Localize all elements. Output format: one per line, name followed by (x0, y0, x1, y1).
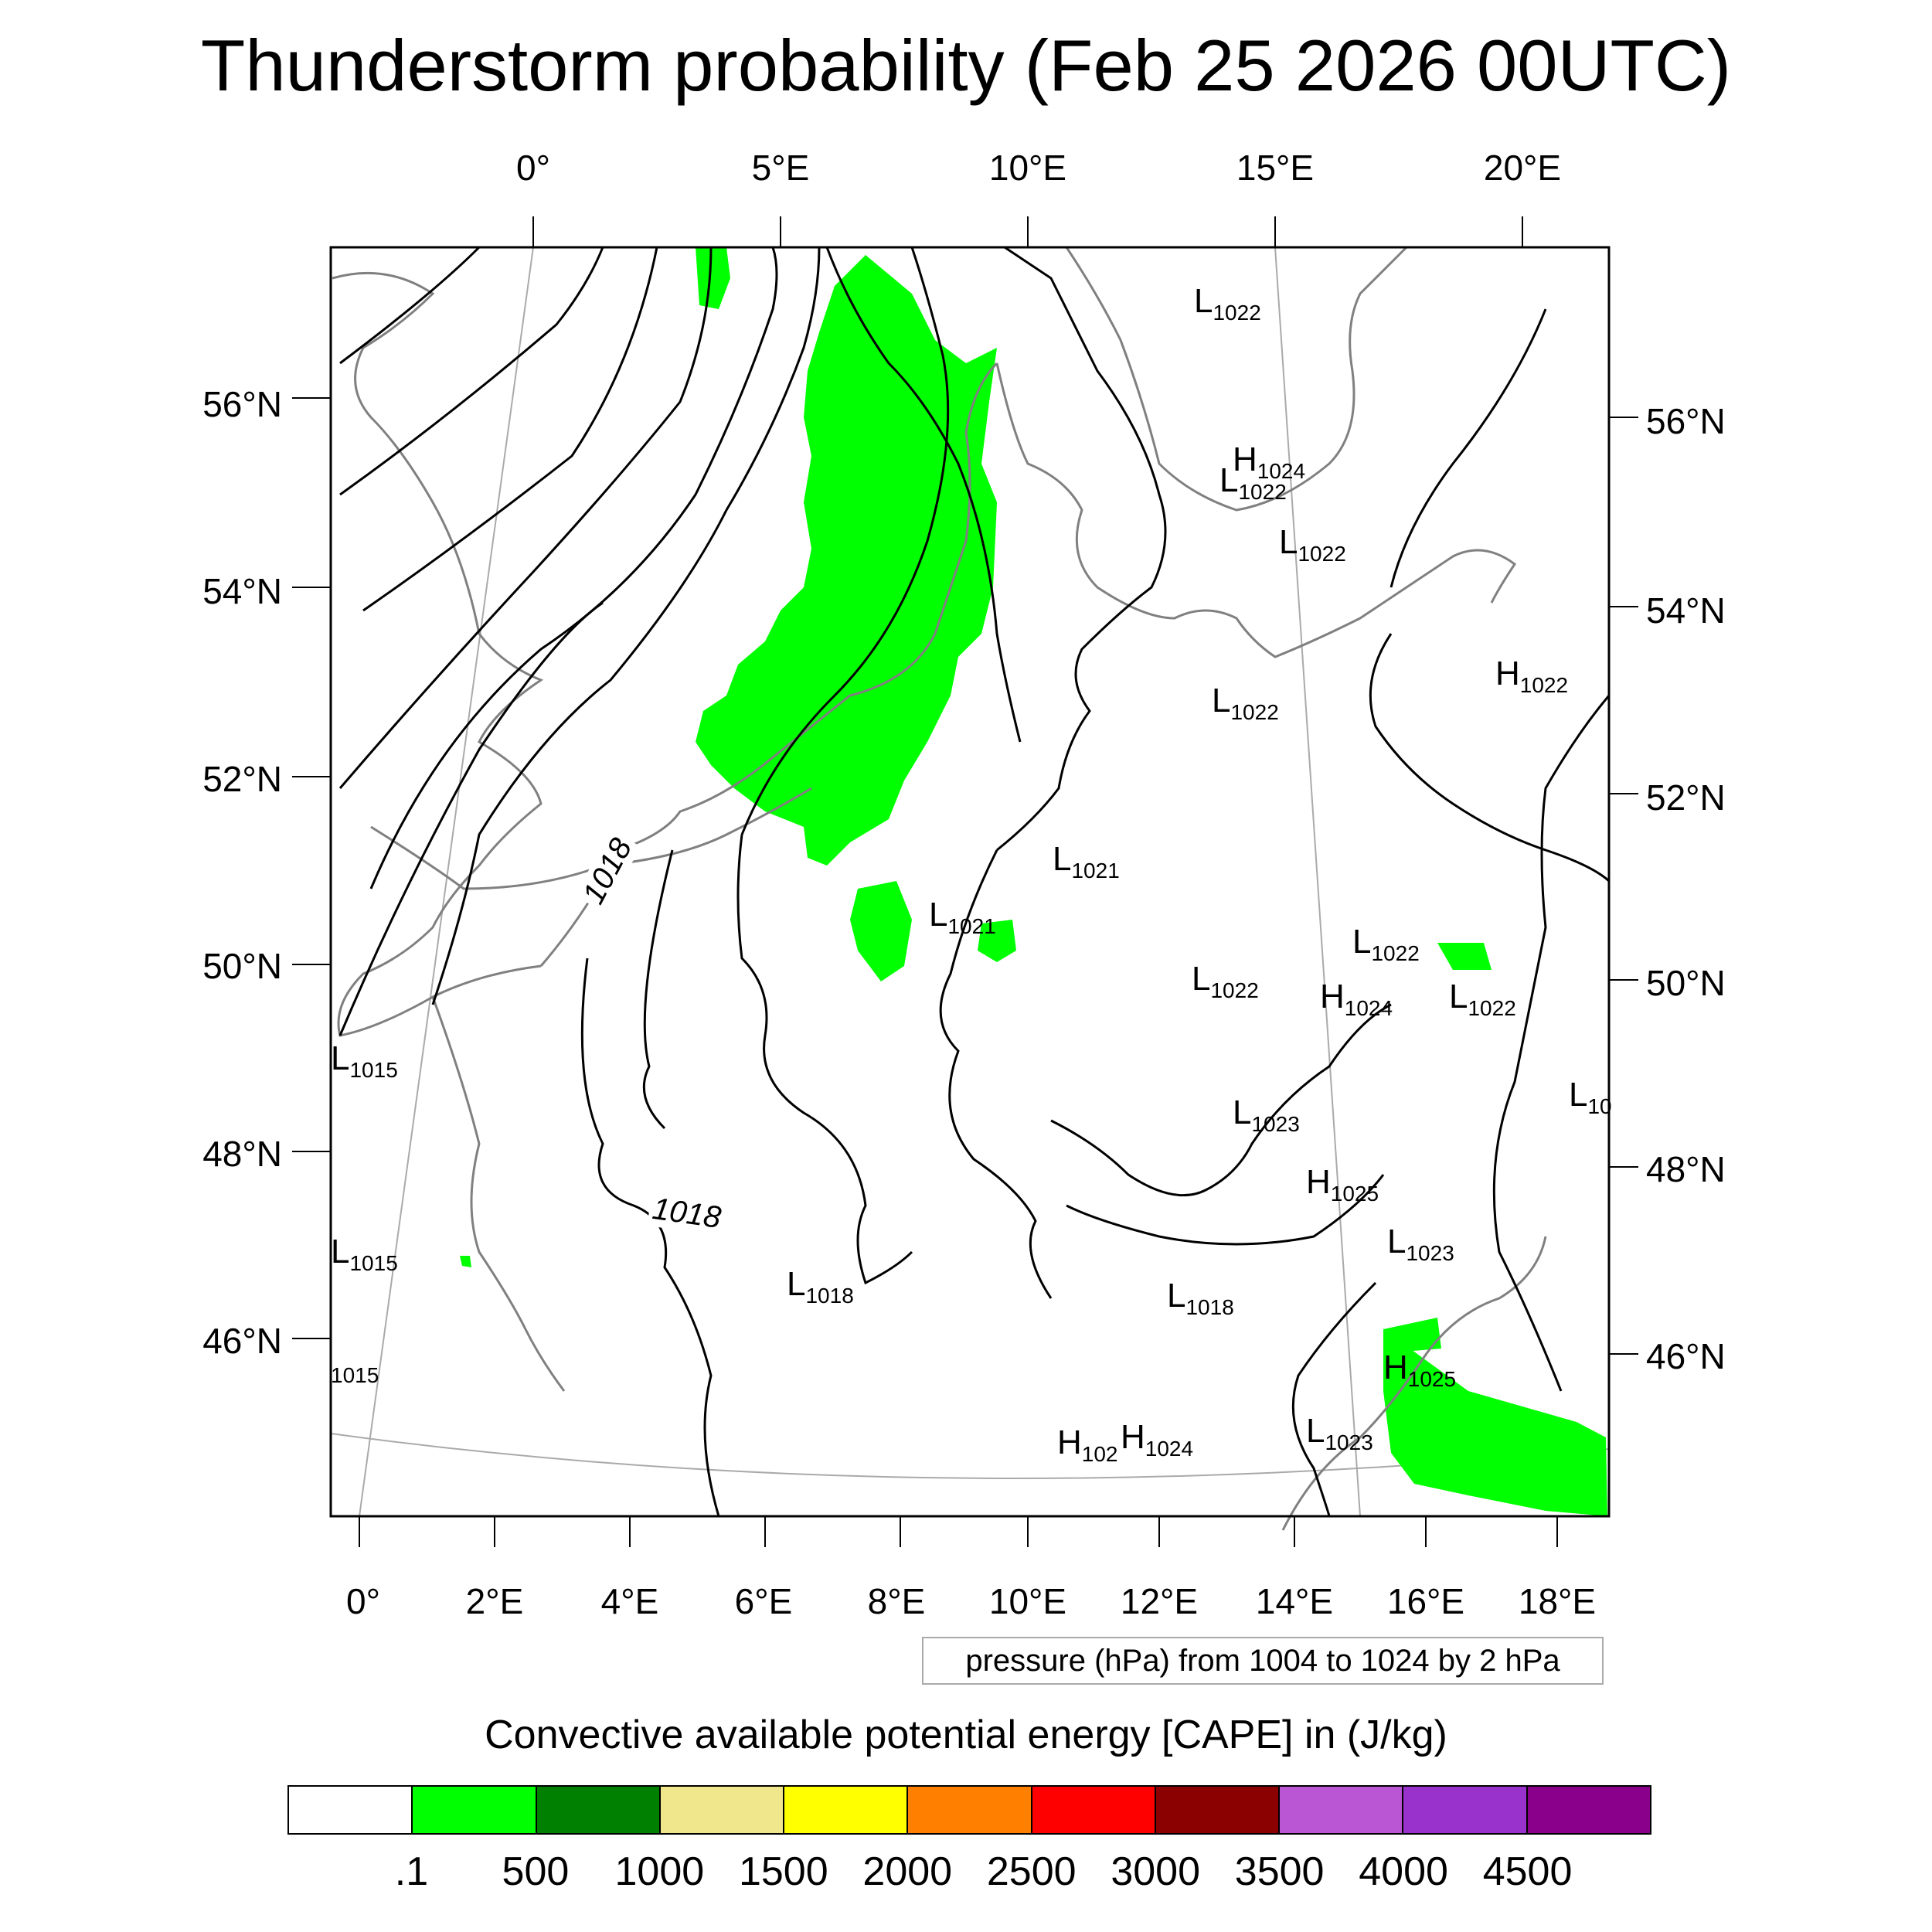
pressure-system-label: L10 (1569, 1076, 1612, 1118)
right-lat-label: 48°N (1646, 1149, 1726, 1189)
cape-region-north-tip (696, 247, 730, 309)
pressure-system-label: L1022 (1449, 978, 1516, 1020)
left-lat-label: 48°N (202, 1134, 282, 1174)
legend-tick-label: .1 (394, 1849, 429, 1894)
pressure-system-label: H1025 (1306, 1163, 1379, 1206)
pressure-contour-note: pressure (hPa) from 1004 to 1024 by 2 hP… (922, 1637, 1604, 1685)
legend-swatch (1526, 1787, 1650, 1833)
bottom-lon-label: 6°E (734, 1581, 793, 1621)
bottom-lon-label: 18°E (1518, 1581, 1597, 1621)
cape-region-slovenia (1383, 1318, 1441, 1352)
legend-tick-label: 4000 (1359, 1849, 1448, 1894)
cape-region-poland (1437, 943, 1492, 970)
right-lat-label: 50°N (1646, 963, 1726, 1003)
left-lat-label: 54°N (202, 571, 282, 611)
pressure-system-label: H1022 (1495, 655, 1569, 697)
pressure-system-label: H1025 (1383, 1349, 1457, 1391)
cape-field (460, 247, 1607, 1516)
legend-swatch (783, 1787, 907, 1833)
legend-tick-label: 3000 (1111, 1849, 1201, 1894)
legend-swatch (1154, 1787, 1279, 1833)
right-lat-label: 46°N (1646, 1336, 1726, 1376)
legend-tick-label: 500 (502, 1849, 570, 1894)
pressure-system-label: L1021 (929, 896, 996, 938)
left-lat-label: 50°N (202, 946, 282, 986)
pressure-system-label: L1021 (1053, 840, 1120, 883)
cape-region-rhine (978, 920, 1016, 962)
right-lat-label: 54°N (1646, 590, 1726, 631)
bottom-lon-label: 12°E (1120, 1581, 1199, 1621)
legend-swatch (1402, 1787, 1526, 1833)
bottom-lon-label: 14°E (1255, 1581, 1334, 1621)
cape-region-belgium-speck (460, 1256, 471, 1267)
legend-swatch (289, 1787, 412, 1833)
pressure-system-label: H102 (1057, 1423, 1118, 1466)
bottom-lon-label: 16°E (1386, 1581, 1465, 1621)
bottom-lon-label: 2°E (465, 1581, 524, 1621)
top-lon-label: 0° (516, 148, 550, 188)
pressure-system-label: H1024 (1320, 978, 1393, 1020)
legend-swatch (906, 1787, 1031, 1833)
pressure-system-label: L1018 (1167, 1277, 1234, 1319)
bottom-lon-label: 8°E (867, 1581, 926, 1621)
legend-swatch (1030, 1787, 1155, 1833)
pressure-system-label: L1018 (787, 1265, 854, 1308)
pressure-system-label: H1024 (1233, 440, 1306, 483)
legend-title: Convective available potential energy [C… (485, 1713, 1447, 1757)
legend-tick-label: 2500 (986, 1849, 1077, 1894)
legend-tick-label: 1000 (614, 1849, 705, 1894)
legend-tick-label: 2000 (862, 1849, 953, 1894)
pressure-system-label: H1024 (1121, 1418, 1194, 1461)
pressure-system-label: L1022 (1194, 282, 1261, 325)
pressure-system-label: L1022 (1219, 461, 1287, 504)
pressure-system-label: 1015 (331, 1363, 379, 1387)
isobars (338, 246, 1611, 1517)
legend-swatch (411, 1787, 536, 1833)
legend-tick-label: 3500 (1234, 1849, 1325, 1894)
left-lat-label: 52°N (202, 759, 282, 799)
right-lat-label: 56°N (1646, 401, 1726, 441)
cape-region-benelux (850, 881, 912, 981)
pressure-system-label: L1023 (1306, 1412, 1373, 1454)
cape-region-north-sea (696, 255, 997, 866)
legend-tick-label: 4500 (1482, 1849, 1573, 1894)
bottom-lon-label: 0° (346, 1581, 380, 1621)
pressure-system-label: L1022 (1279, 523, 1346, 566)
legend-tick-label: 1500 (738, 1849, 828, 1894)
map-title: Thunderstorm probability (Feb 25 2026 00… (200, 25, 1732, 106)
legend-swatch (658, 1787, 784, 1833)
pressure-system-label: L1023 (1233, 1094, 1300, 1136)
pressure-system-label: L1015 (331, 1039, 398, 1082)
legend-swatch (1278, 1787, 1403, 1833)
top-lon-label: 20°E (1483, 148, 1562, 188)
top-lon-label: 15°E (1236, 148, 1315, 188)
left-lat-label: 56°N (202, 384, 282, 424)
top-lon-label: 10°E (988, 148, 1067, 188)
top-lon-label: 5°E (751, 148, 810, 188)
left-lat-label: 46°N (202, 1321, 282, 1361)
cape-region-hungary (1383, 1329, 1607, 1516)
bottom-lon-label: 4°E (600, 1581, 659, 1621)
right-lat-label: 52°N (1646, 777, 1726, 818)
color-legend-bar (287, 1785, 1651, 1835)
pressure-system-label: L1022 (1212, 682, 1279, 724)
legend-swatch (535, 1787, 659, 1833)
pressure-system-label: L1015 (331, 1233, 398, 1275)
pressure-system-label: L1023 (1387, 1223, 1454, 1265)
pressure-system-label: L1022 (1352, 923, 1420, 965)
pressure-system-label: L1022 (1192, 960, 1259, 1002)
map-frame (329, 246, 1611, 1518)
bottom-lon-label: 10°E (988, 1581, 1067, 1621)
axis-ticks (292, 216, 1638, 1547)
